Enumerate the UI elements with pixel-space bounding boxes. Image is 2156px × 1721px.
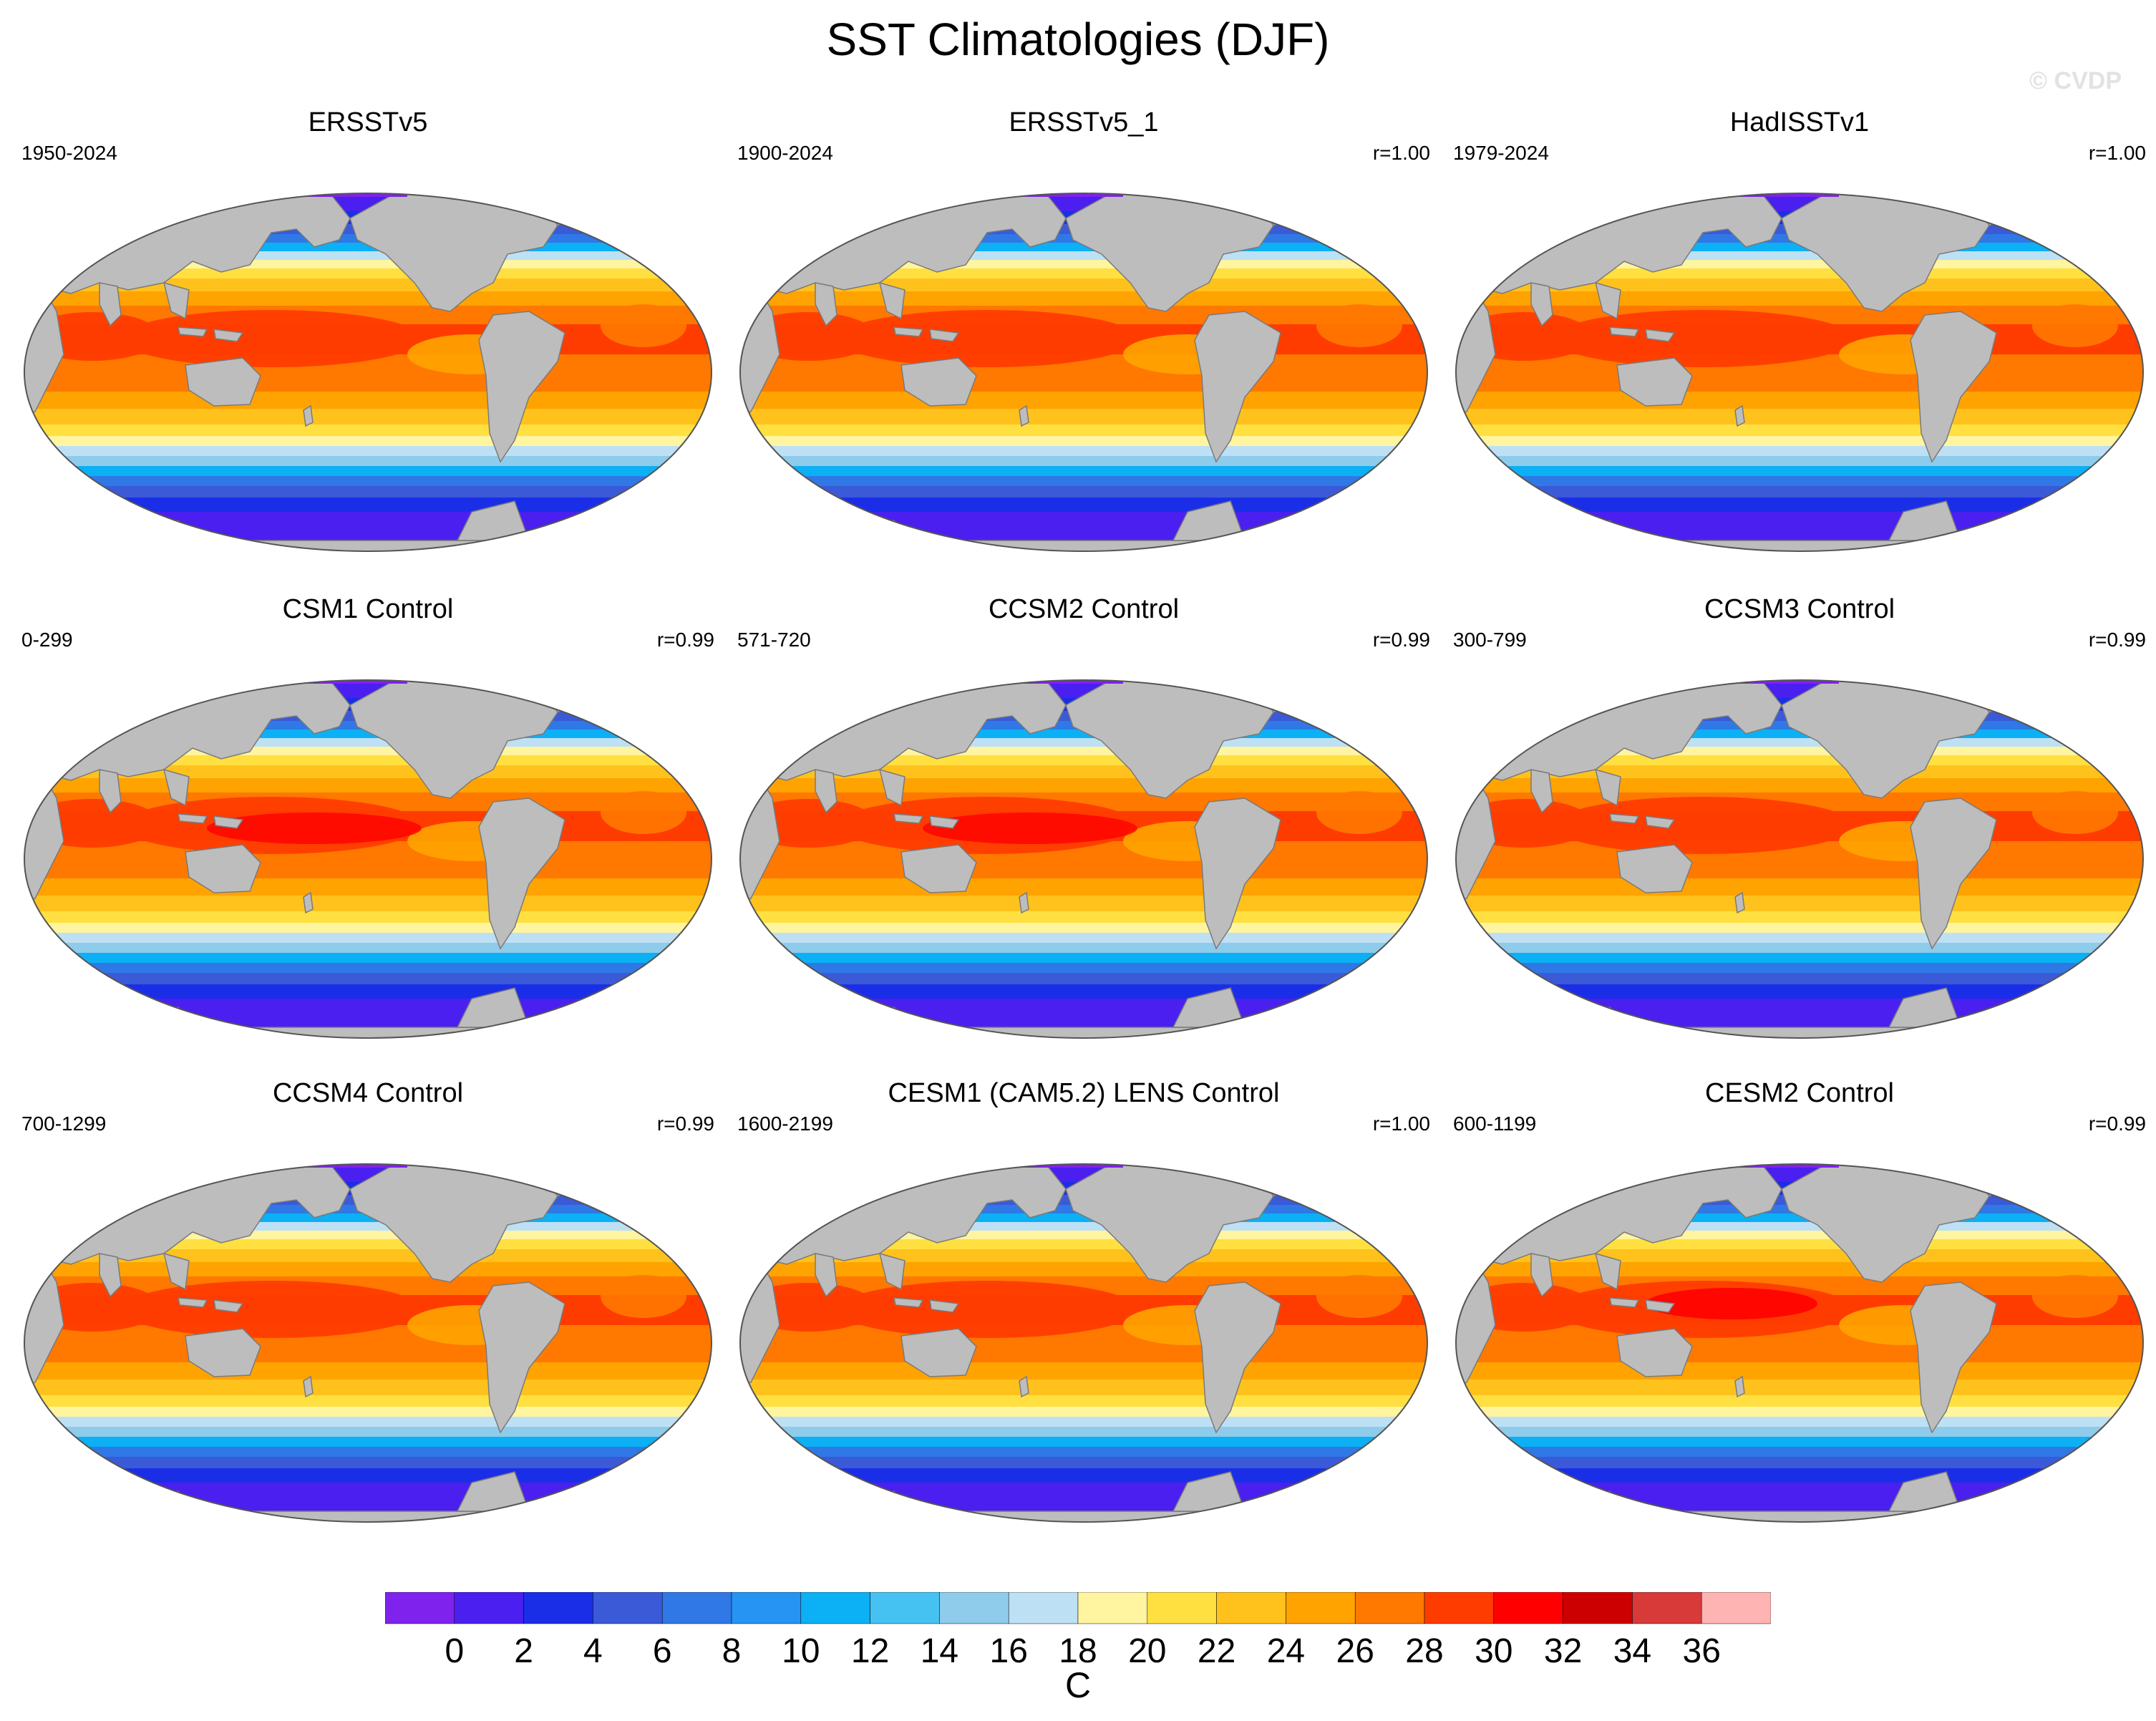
colorbar-box xyxy=(385,1592,455,1624)
world-map xyxy=(739,679,1428,1039)
panel-years: 1900-2024 xyxy=(737,142,833,164)
world-map xyxy=(1455,679,2144,1039)
colorbar-tick-label: 10 xyxy=(782,1632,820,1670)
colorbar-tick-label: 8 xyxy=(722,1632,742,1670)
colorbar-box xyxy=(1493,1592,1563,1624)
colorbar-tick-label: 6 xyxy=(653,1632,672,1670)
colorbar-box xyxy=(870,1592,940,1624)
colorbar-box xyxy=(523,1592,593,1624)
panel-title: HadISSTv1 xyxy=(1729,107,1870,137)
map-panel: HadISSTv1 1979-2024 r=1.00 xyxy=(1442,107,2156,580)
panel-years: 0-299 xyxy=(21,629,73,651)
colorbar-box xyxy=(1077,1592,1148,1624)
panel-title: CSM1 Control xyxy=(282,594,454,624)
panel-years: 571-720 xyxy=(737,629,811,651)
colorbar-tick-label: 18 xyxy=(1059,1632,1097,1670)
panel-years: 1979-2024 xyxy=(1453,142,1549,164)
map-panel: ERSSTv5 1950-2024 xyxy=(10,107,726,580)
colorbar-tick-label: 32 xyxy=(1544,1632,1582,1670)
map-panel: CCSM4 Control 700-1299 r=0.99 xyxy=(10,1078,726,1551)
colorbar-tick-label: 30 xyxy=(1475,1632,1512,1670)
colorbar-box xyxy=(661,1592,732,1624)
colorbar-box xyxy=(1147,1592,1217,1624)
colorbar-tick-label: 16 xyxy=(990,1632,1028,1670)
panel-correlation: r=0.99 xyxy=(656,629,714,651)
panel-correlation: r=1.00 xyxy=(1372,142,1430,164)
world-map xyxy=(24,1163,712,1523)
cvdp-watermark: © CVDP xyxy=(2029,67,2122,94)
colorbar-box xyxy=(1216,1592,1286,1624)
colorbar-box xyxy=(1563,1592,1633,1624)
panel-title: CCSM3 Control xyxy=(1704,594,1895,624)
panel-correlation: r=0.99 xyxy=(656,1112,714,1135)
panel-title: ERSSTv5_1 xyxy=(1009,107,1159,137)
world-map xyxy=(1455,193,2144,552)
colorbar-tick-label: 2 xyxy=(514,1632,533,1670)
figure-title: SST Climatologies (DJF) xyxy=(826,14,1330,65)
colorbar-tick-label: 34 xyxy=(1613,1632,1651,1670)
colorbar: 0 2 4 6 8 10 12 14 16 18 20 22 24 26 28 30 32 34 36 xyxy=(385,1592,1771,1670)
map-panel: CCSM3 Control 300-799 r=0.99 xyxy=(1442,594,2156,1067)
colorbar-box xyxy=(1424,1592,1495,1624)
colorbar-tick-label: 36 xyxy=(1683,1632,1721,1670)
panel-title: CESM2 Control xyxy=(1705,1078,1894,1108)
world-map xyxy=(1455,1163,2144,1523)
panel-years: 300-799 xyxy=(1453,629,1527,651)
world-map xyxy=(24,679,712,1039)
panel-title: ERSSTv5 xyxy=(308,107,428,137)
panel-years: 600-1199 xyxy=(1453,1112,1537,1135)
panel-years: 1600-2199 xyxy=(737,1112,833,1135)
panel-correlation: r=0.99 xyxy=(2088,629,2146,651)
colorbar-box xyxy=(939,1592,1009,1624)
map-panel: CCSM2 Control 571-720 r=0.99 xyxy=(726,594,1442,1067)
colorbar-box xyxy=(731,1592,802,1624)
map-panel: CESM2 Control 600-1199 r=0.99 xyxy=(1442,1078,2156,1551)
world-map xyxy=(24,193,712,552)
colorbar-tick-label: 24 xyxy=(1267,1632,1305,1670)
colorbar-box xyxy=(1008,1592,1079,1624)
map-panel: ERSSTv5_1 1900-2024 r=1.00 xyxy=(726,107,1442,580)
colorbar-tick-label: 12 xyxy=(851,1632,889,1670)
panel-title: CESM1 (CAM5.2) LENS Control xyxy=(888,1078,1280,1108)
panel-title: CCSM2 Control xyxy=(988,594,1180,624)
world-map xyxy=(739,1163,1428,1523)
colorbar-box xyxy=(1354,1592,1425,1624)
colorbar-tick-label: 20 xyxy=(1128,1632,1166,1670)
map-panel: CESM1 (CAM5.2) LENS Control 1600-2199 r=… xyxy=(726,1078,1442,1551)
colorbar-tick-label: 26 xyxy=(1336,1632,1374,1670)
panel-years: 700-1299 xyxy=(21,1112,107,1135)
panel-correlation: r=1.00 xyxy=(1372,1112,1430,1135)
panel-title: CCSM4 Control xyxy=(272,1078,464,1108)
map-panel: CSM1 Control 0-299 r=0.99 xyxy=(10,594,726,1067)
colorbar-tick-label: 4 xyxy=(583,1632,603,1670)
colorbar-box xyxy=(454,1592,524,1624)
panel-correlation: r=0.99 xyxy=(1372,629,1430,651)
colorbar-tick-label: 0 xyxy=(445,1632,464,1670)
colorbar-box xyxy=(800,1592,870,1624)
colorbar-box xyxy=(1286,1592,1356,1624)
panel-years: 1950-2024 xyxy=(21,142,117,164)
colorbar-box xyxy=(1632,1592,1702,1624)
colorbar-tick-label: 22 xyxy=(1198,1632,1235,1670)
panel-correlation: r=1.00 xyxy=(2088,142,2146,164)
colorbar-box xyxy=(1701,1592,1771,1624)
colorbar-tick-label: 28 xyxy=(1405,1632,1443,1670)
world-map xyxy=(739,193,1428,552)
panel-correlation: r=0.99 xyxy=(2088,1112,2146,1135)
colorbar-box xyxy=(593,1592,663,1624)
colorbar-units-label: C xyxy=(1064,1665,1092,1705)
colorbar-tick-label: 14 xyxy=(921,1632,958,1670)
